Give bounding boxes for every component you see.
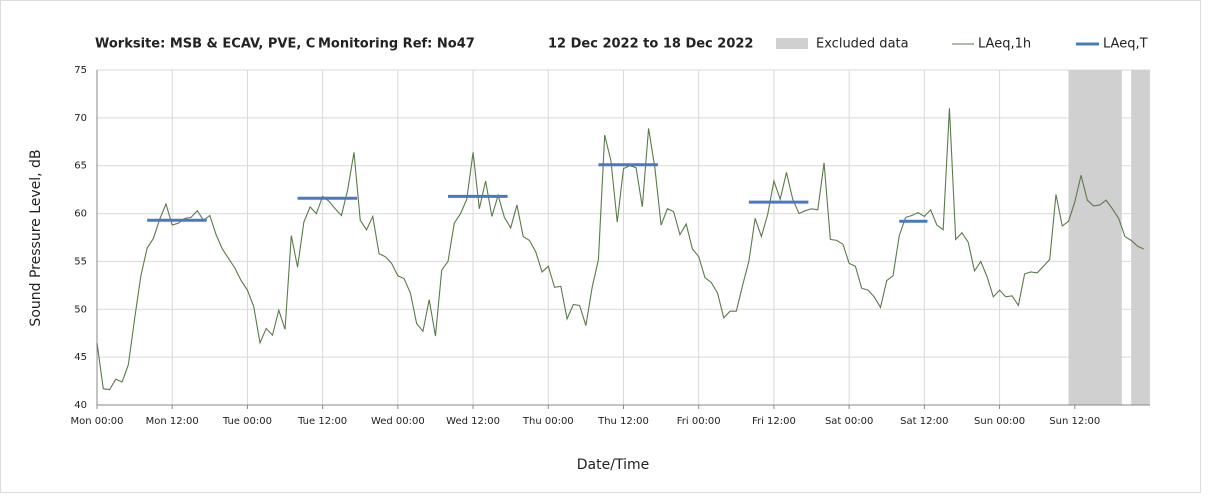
y-tick-label: 65 [74,161,87,172]
x-tick-label: Fri 00:00 [677,416,721,427]
x-tick-label: Fri 12:00 [752,416,796,427]
legend-label: LAeq,T [1103,37,1148,52]
y-tick-label: 55 [74,256,87,267]
y-axis-title: Sound Pressure Level, dB [28,149,44,326]
y-tick-label: 75 [74,65,87,76]
x-tick-label: Tue 00:00 [222,416,272,427]
y-tick-label: 70 [74,113,87,124]
legend-label: Excluded data [816,37,909,52]
legend-swatch [776,38,808,49]
x-tick-label: Wed 12:00 [446,416,500,427]
chart-period: 12 Dec 2022 to 18 Dec 2022 [548,37,753,52]
x-tick-label: Sat 00:00 [825,416,873,427]
y-tick-label: 45 [74,352,87,363]
x-tick-label: Wed 00:00 [371,416,425,427]
x-tick-label: Sun 12:00 [1049,416,1100,427]
line-series [96,108,1144,391]
y-tick-label: 50 [74,304,87,315]
chart-reference: Monitoring Ref: No47 [318,37,475,52]
x-tick-label: Mon 12:00 [146,416,199,427]
x-tick-label: Mon 00:00 [70,416,123,427]
x-tick-label: Tue 12:00 [297,416,347,427]
legend-label: LAeq,1h [978,37,1031,52]
x-tick-label: Thu 12:00 [597,416,649,427]
x-axis-title: Date/Time [577,457,649,473]
excluded-region [1068,70,1122,405]
x-tick-label: Thu 00:00 [522,416,574,427]
y-tick-label: 60 [74,209,87,220]
excluded-region [1131,70,1150,405]
x-tick-label: Sun 00:00 [974,416,1025,427]
chart-title: Worksite: MSB & ECAV, PVE, C [95,37,315,52]
x-tick-label: Sat 12:00 [900,416,948,427]
y-tick-label: 40 [74,400,87,411]
